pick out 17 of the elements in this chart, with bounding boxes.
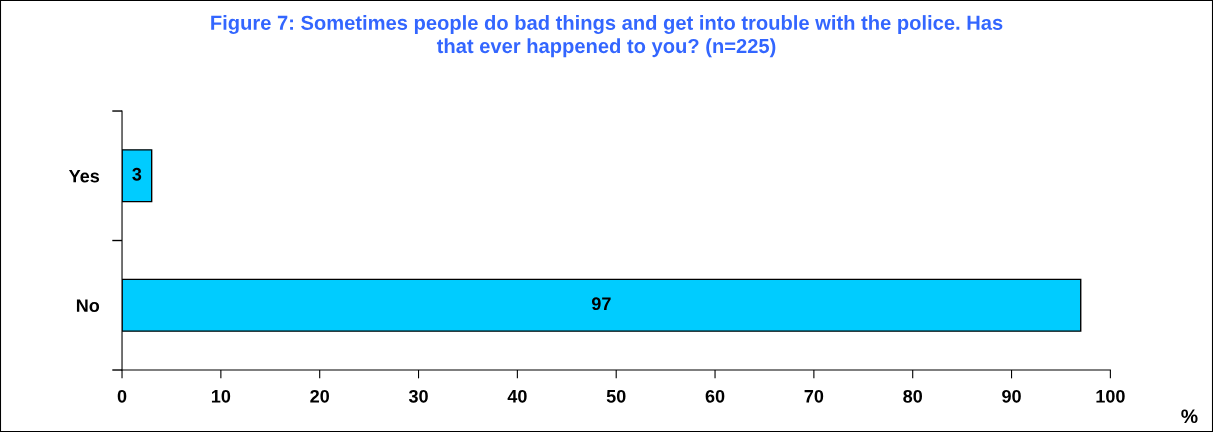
x-tick-label: 70: [804, 389, 824, 403]
x-tick-label: 50: [606, 389, 626, 403]
x-tick-label: 0: [117, 389, 127, 403]
x-tick-label: 30: [408, 389, 428, 403]
data-label: 3: [132, 167, 142, 181]
y-tick-label: No: [76, 299, 100, 312]
x-tick-label: 40: [507, 389, 527, 403]
x-tick-label: 10: [211, 389, 231, 403]
chart-title: Figure 7: Sometimes people do bad things and get into trouble with the police. Has that ever happened to you? (n=225): [211, 15, 1003, 58]
x-tick-label: 100: [1096, 389, 1125, 403]
x-tick-label: 90: [1002, 389, 1021, 403]
x-tick-label: 60: [705, 389, 725, 403]
x-tick-label: 20: [310, 389, 329, 403]
x-tick-label: 80: [903, 389, 923, 403]
x-axis-title: %: [1181, 409, 1198, 424]
y-tick-label: Yes: [68, 169, 100, 183]
data-label: 97: [591, 297, 611, 311]
